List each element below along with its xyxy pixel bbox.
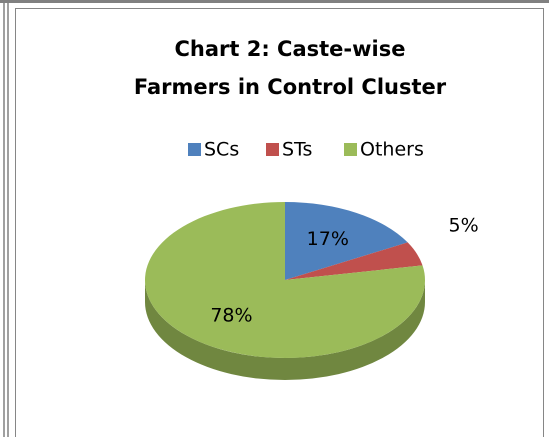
legend-swatch [344, 143, 357, 156]
pie-side [145, 280, 425, 380]
chart-title: Chart 2: Caste-wise Farmers in Control C… [133, 37, 447, 99]
legend-swatch [266, 143, 279, 156]
data-label: 78% [210, 305, 252, 327]
pie-slice [144, 201, 425, 358]
legend-label: STs [282, 139, 312, 161]
legend-swatch [188, 143, 201, 156]
legend-label: Others [360, 139, 424, 161]
chart-border [15, 8, 544, 437]
legend-label: SCs [204, 139, 239, 161]
pie-slice [285, 202, 408, 280]
pie-slice [285, 242, 423, 280]
data-label: 5% [449, 215, 479, 237]
data-label: 17% [307, 228, 349, 250]
